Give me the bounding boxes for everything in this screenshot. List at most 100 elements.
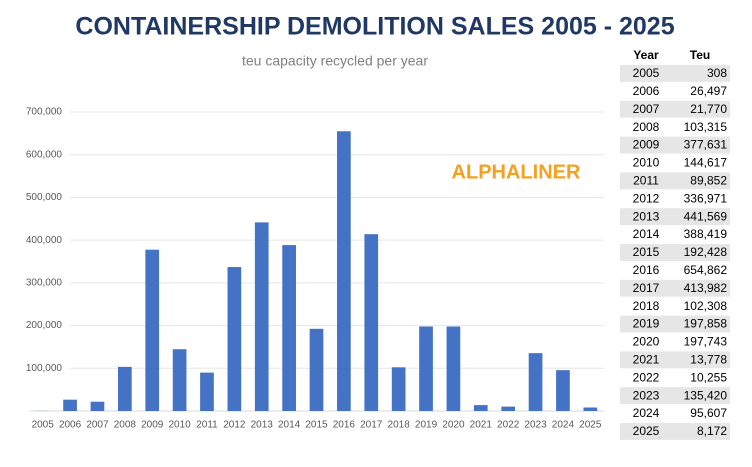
x-tick-label: 2011 (196, 420, 218, 431)
table-header: Teu (690, 48, 710, 62)
table-row-bg (620, 423, 730, 440)
table-cell: 2013 (633, 209, 660, 223)
table-cell: 13,778 (690, 353, 727, 367)
y-tick-label: 500,000 (26, 192, 63, 203)
table-cell: 2024 (633, 406, 660, 420)
table-cell: 441,569 (684, 209, 728, 223)
bar (282, 245, 296, 411)
bar (200, 372, 214, 411)
bar (63, 399, 77, 411)
chart-subtitle: teu capacity recycled per year (242, 53, 428, 69)
table-cell: 10,255 (690, 370, 727, 384)
table-row-bg (620, 136, 730, 154)
bar (391, 367, 406, 411)
table-row-bg (620, 351, 730, 369)
table-cell: 2022 (633, 370, 660, 384)
table-cell: 2005 (633, 66, 660, 80)
table-cell: 2012 (633, 191, 660, 205)
bar (309, 328, 324, 411)
table-cell: 197,858 (684, 317, 728, 331)
bar (583, 407, 598, 411)
x-tick-label: 2022 (497, 420, 520, 431)
x-tick-label: 2024 (552, 420, 575, 431)
table-cell: 197,743 (684, 335, 728, 349)
table-row-bg (620, 172, 730, 190)
bar (528, 353, 543, 411)
y-tick-label: 700,000 (26, 107, 63, 118)
table-cell: 2018 (633, 299, 660, 313)
x-tick-label: 2005 (32, 420, 55, 431)
x-tick-label: 2025 (579, 420, 602, 431)
table-cell: 95,607 (690, 406, 727, 420)
x-tick-label: 2012 (223, 420, 246, 431)
table-row-bg (620, 100, 730, 118)
table-cell: 2021 (633, 353, 660, 367)
y-tick-label: 400,000 (26, 235, 63, 246)
table-cell: 2008 (633, 120, 660, 134)
table-cell: 192,428 (684, 245, 728, 259)
table-cell: 413,982 (684, 281, 728, 295)
table-header: Year (633, 48, 659, 62)
bar (364, 234, 379, 411)
bar (172, 349, 187, 411)
table-cell: 2006 (633, 84, 660, 98)
x-tick-label: 2017 (360, 420, 383, 431)
table-row-bg (620, 244, 730, 261)
bar (501, 406, 516, 411)
table-cell: 2019 (633, 317, 660, 331)
table-cell: 2010 (633, 156, 660, 170)
table-cell: 2014 (633, 227, 660, 241)
table-cell: 103,315 (684, 120, 728, 134)
y-tick-label: 100,000 (26, 363, 63, 374)
chart-title: CONTAINERSHIP DEMOLITION SALES 2005 - 20… (75, 13, 674, 41)
table-cell: 2015 (633, 245, 660, 259)
table-cell: 135,420 (684, 388, 728, 402)
table-cell: 2009 (633, 138, 660, 152)
table-cell: 336,971 (684, 191, 728, 205)
bar (117, 366, 132, 411)
x-tick-label: 2006 (59, 420, 82, 431)
x-tick-label: 2014 (278, 420, 301, 431)
x-tick-label: 2023 (524, 420, 547, 431)
table-cell: 377,631 (684, 138, 728, 152)
table-cell: 2011 (633, 174, 659, 188)
x-tick-label: 2013 (251, 420, 274, 431)
bar (254, 222, 269, 411)
table-row-bg (620, 208, 730, 226)
table-cell: 2016 (633, 263, 660, 277)
bar (145, 249, 160, 411)
table-cell: 2020 (633, 335, 660, 349)
bar (473, 405, 488, 411)
table-cell: 308 (707, 66, 727, 80)
table-cell: 654,862 (684, 263, 728, 277)
x-tick-label: 2008 (114, 420, 137, 431)
table-cell: 102,308 (684, 299, 728, 313)
table-row-bg (620, 279, 730, 297)
x-tick-label: 2016 (333, 420, 356, 431)
bar (227, 267, 242, 411)
table-cell: 388,419 (684, 227, 728, 241)
x-tick-label: 2015 (305, 420, 328, 431)
table-row-bg (620, 387, 730, 405)
x-tick-label: 2021 (470, 420, 493, 431)
y-tick-label: 300,000 (26, 277, 63, 288)
table-cell: 8,172 (697, 424, 727, 438)
table-cell: 2007 (633, 102, 660, 116)
y-tick-label: 600,000 (26, 149, 63, 160)
table-cell: 89,852 (690, 174, 727, 188)
table-cell: 21,770 (690, 102, 727, 116)
bar (419, 326, 433, 411)
y-tick-label: 200,000 (26, 320, 63, 331)
watermark: ALPHALINER (452, 161, 581, 183)
table-cell: 2017 (633, 281, 660, 295)
x-tick-label: 2010 (168, 420, 191, 431)
x-tick-label: 2020 (442, 420, 465, 431)
table-row-bg (620, 315, 730, 333)
table-cell: 144,617 (684, 156, 728, 170)
bar (556, 370, 570, 411)
x-tick-label: 2018 (388, 420, 411, 431)
table-cell: 26,497 (690, 84, 727, 98)
x-tick-label: 2009 (141, 420, 164, 431)
table-cell: 2023 (633, 388, 660, 402)
